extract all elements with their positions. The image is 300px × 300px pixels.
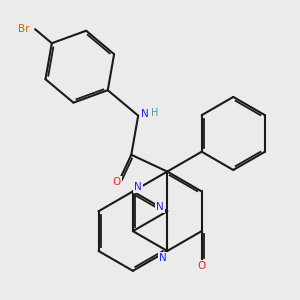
Text: N: N xyxy=(134,182,142,192)
Text: N: N xyxy=(159,253,167,263)
Text: H: H xyxy=(151,107,158,118)
Text: Br: Br xyxy=(18,24,29,34)
Text: O: O xyxy=(112,177,121,187)
Text: O: O xyxy=(197,261,206,271)
Text: N: N xyxy=(156,202,164,212)
Text: N: N xyxy=(142,109,149,119)
